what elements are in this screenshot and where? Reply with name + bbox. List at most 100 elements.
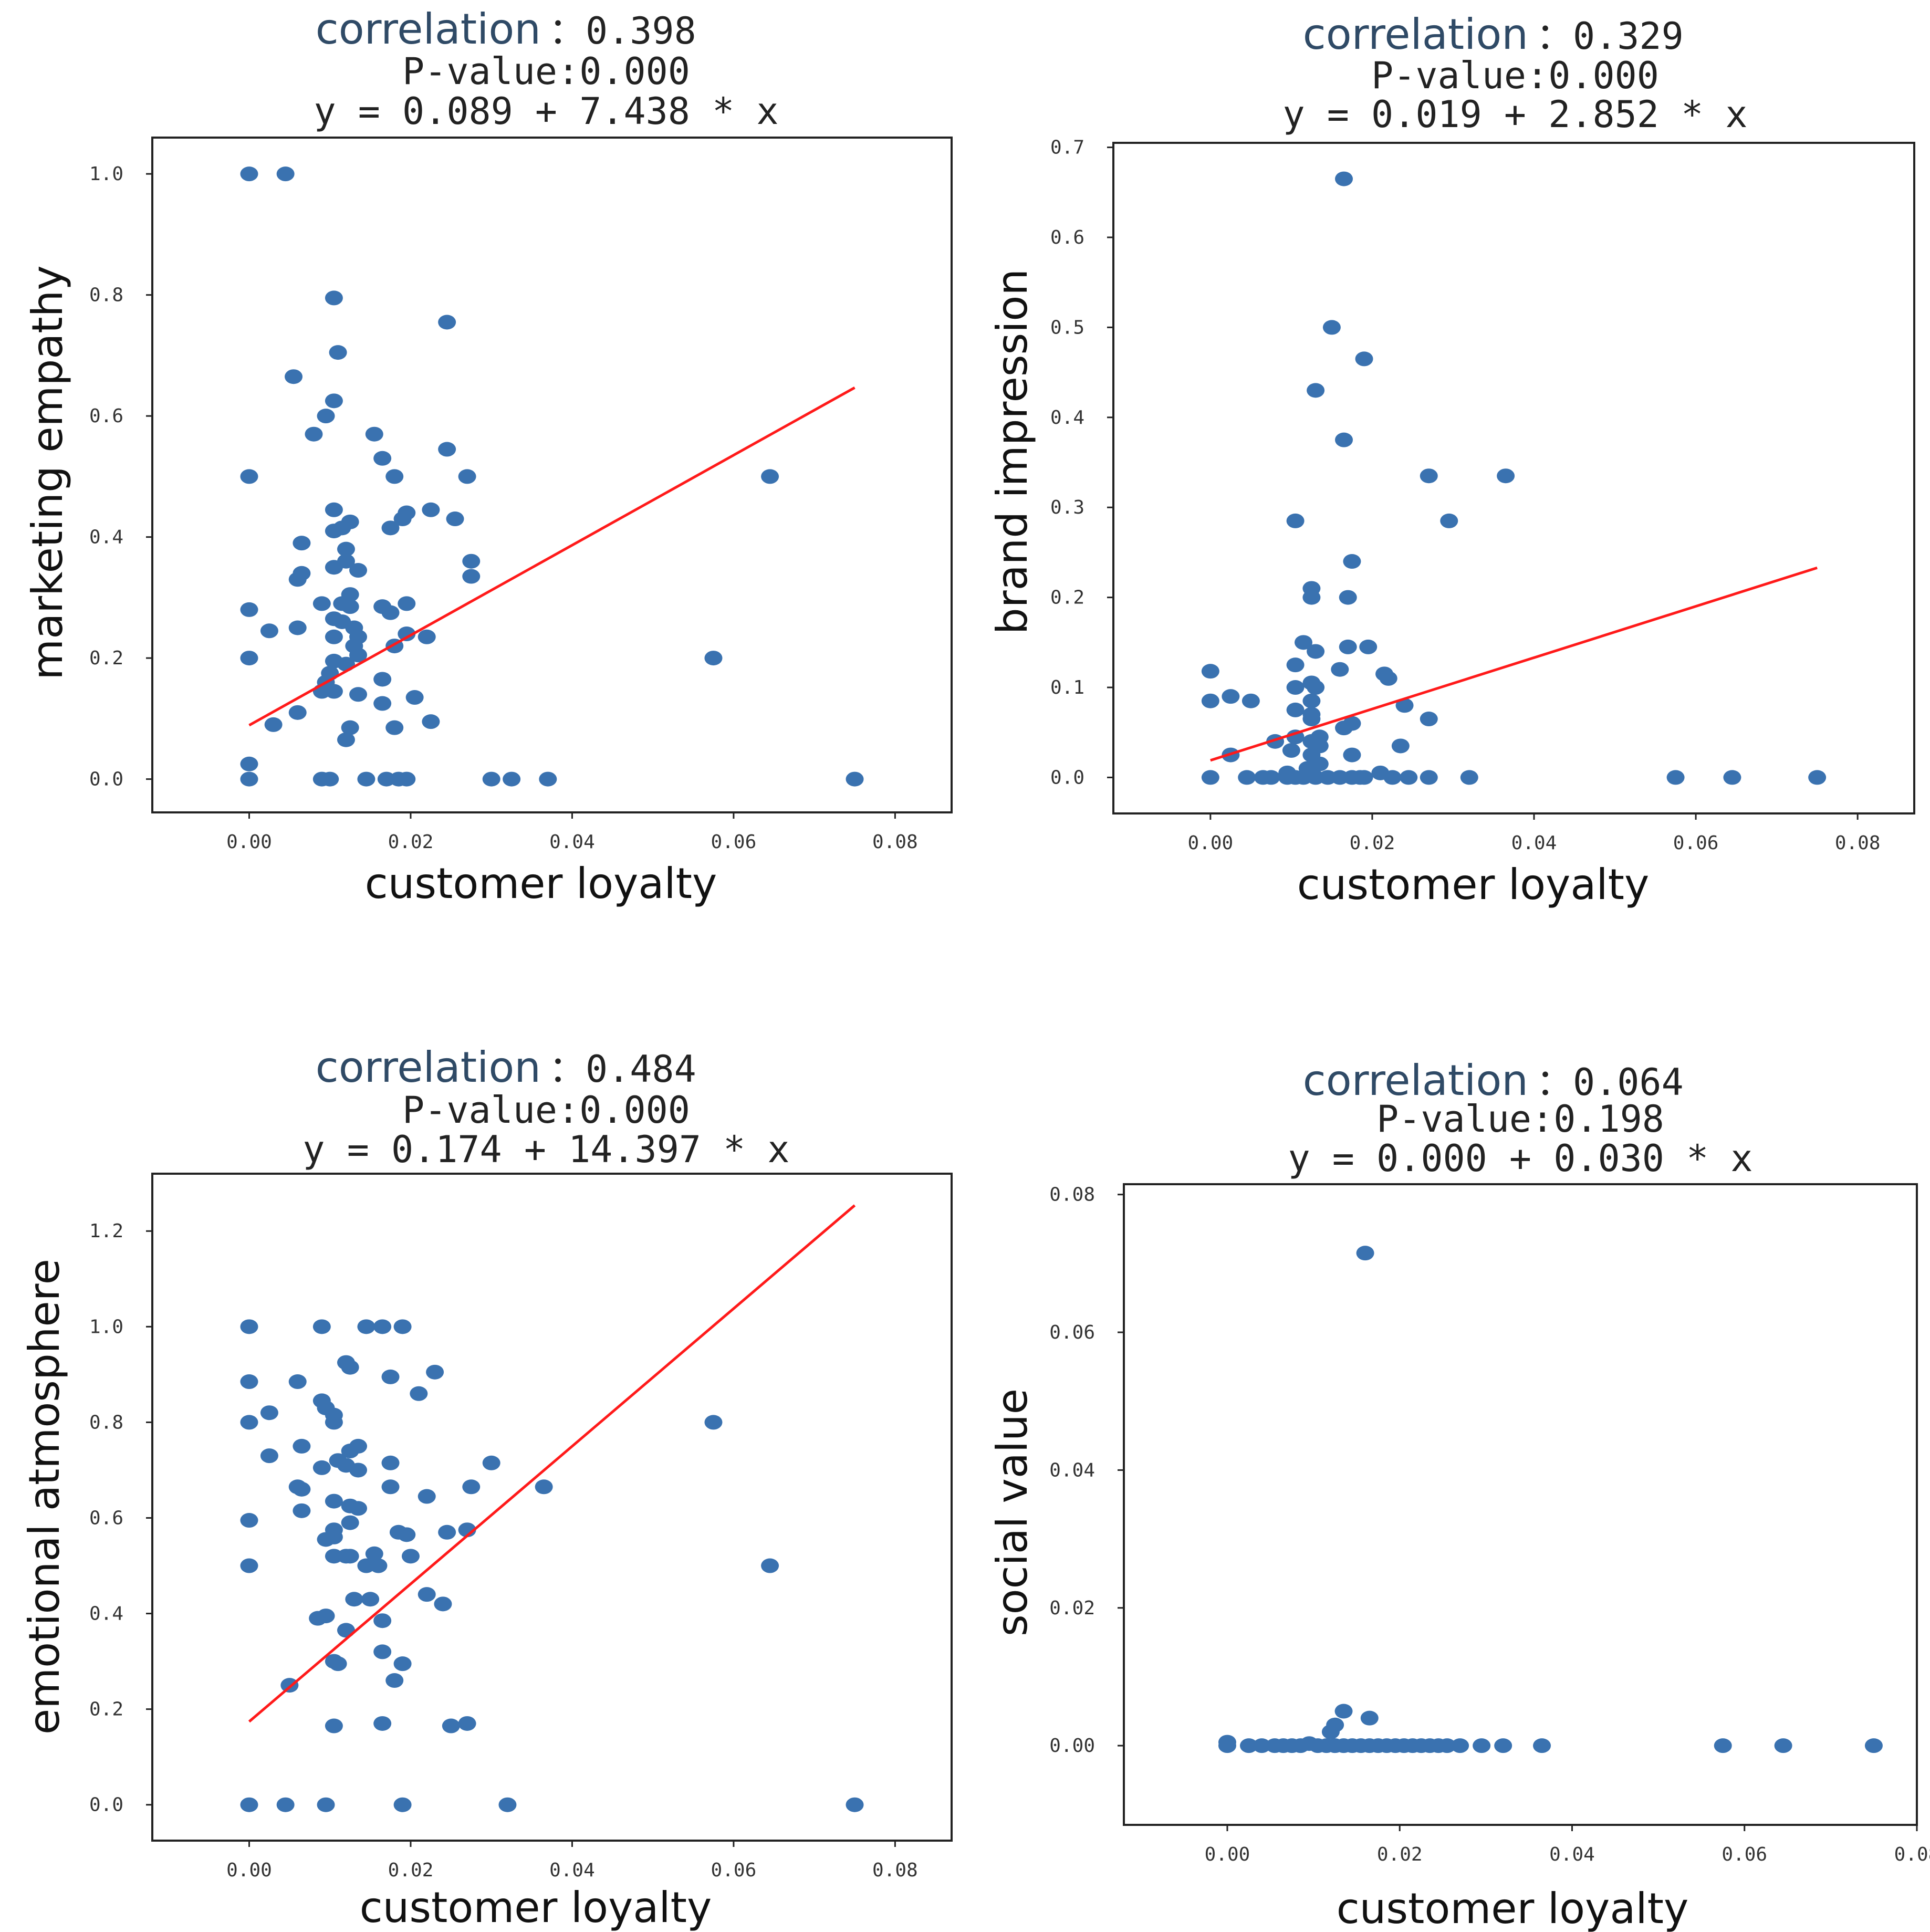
- data-point: [240, 1513, 258, 1528]
- data-point: [373, 1644, 392, 1659]
- data-point: [401, 1549, 420, 1564]
- data-point: [361, 1592, 380, 1607]
- data-point: [325, 1415, 343, 1430]
- data-point: [846, 1797, 864, 1812]
- data-point: [1451, 1738, 1469, 1753]
- plot-frame: [1123, 1183, 1918, 1826]
- data-point: [240, 771, 258, 787]
- title-pvalue: P-value:0.000: [402, 50, 690, 93]
- data-point: [1253, 1738, 1271, 1753]
- data-point: [1420, 468, 1438, 484]
- data-point: [458, 1716, 476, 1731]
- data-point: [381, 1455, 400, 1470]
- data-point: [349, 1501, 368, 1516]
- data-point: [293, 1481, 311, 1497]
- data-point: [704, 651, 723, 666]
- data-point: [280, 1678, 299, 1693]
- data-point: [276, 166, 295, 182]
- data-point: [539, 771, 557, 787]
- data-point: [312, 596, 331, 611]
- data-point: [240, 1415, 258, 1430]
- data-point: [1343, 554, 1361, 569]
- data-point: [1302, 590, 1321, 605]
- data-point: [325, 1718, 343, 1733]
- data-point: [337, 656, 355, 672]
- title-pvalue: P-value:0.000: [1371, 54, 1659, 97]
- data-point: [1335, 720, 1353, 736]
- data-point: [1808, 770, 1827, 785]
- x-tick-label: 0.04: [1549, 1844, 1595, 1865]
- regression-line: [248, 1204, 856, 1723]
- y-tick-label: 0.1: [1050, 677, 1084, 698]
- data-point: [1286, 680, 1305, 695]
- data-point: [1420, 770, 1438, 785]
- data-point: [369, 1558, 388, 1573]
- title-correlation-label: correlation: [316, 1043, 541, 1092]
- data-point: [498, 1797, 517, 1812]
- data-point: [535, 1479, 553, 1495]
- plot-frame: [151, 1173, 953, 1842]
- data-point: [398, 1527, 416, 1542]
- y-tick-label: 0.0: [89, 769, 123, 790]
- data-point: [1222, 689, 1240, 704]
- y-tick-label: 0.04: [1049, 1459, 1095, 1481]
- data-point: [1714, 1738, 1732, 1753]
- x-tick-label: 0.02: [388, 831, 434, 853]
- x-tick-label: 0.02: [1350, 832, 1395, 854]
- data-point: [312, 1319, 331, 1334]
- data-point: [1383, 770, 1402, 785]
- x-tick-label: 0.00: [226, 831, 272, 853]
- y-tick-label: 0.4: [89, 527, 123, 548]
- data-point: [373, 672, 392, 687]
- title-correlation-label: correlation: [1303, 10, 1528, 59]
- data-point: [1282, 743, 1300, 758]
- data-point: [240, 602, 258, 617]
- title-correlation-label: correlation: [1303, 1056, 1528, 1105]
- data-point: [1400, 770, 1418, 785]
- data-point: [349, 563, 368, 578]
- data-point: [312, 1460, 331, 1475]
- data-point: [240, 166, 258, 182]
- data-point: [426, 1364, 444, 1380]
- data-point: [1307, 383, 1325, 398]
- data-point: [385, 469, 404, 484]
- title-equation: y = 0.174 + 14.397 * x: [302, 1128, 789, 1171]
- data-point: [337, 732, 355, 747]
- title-pvalue: P-value:0.198: [1376, 1098, 1664, 1141]
- plot-frame: [151, 137, 953, 813]
- title-equation: y = 0.000 + 0.030 * x: [1288, 1137, 1752, 1180]
- data-point: [1355, 351, 1373, 367]
- y-tick-label: 0.3: [1050, 497, 1084, 518]
- data-point: [373, 1613, 392, 1628]
- x-tick-label: 0.08: [1835, 832, 1881, 854]
- data-point: [1335, 171, 1353, 186]
- x-tick-label: 0.08: [872, 831, 918, 853]
- y-tick-label: 0.0: [89, 1794, 123, 1816]
- y-tick-label: 0.2: [1050, 587, 1084, 609]
- panel-emotional-atmosphere: 0.00 0.02 0.04 0.06 0.08 0.0 0.2 0.4 0.6 0.8 1.0 1.…: [20, 1043, 953, 1932]
- data-point: [438, 315, 456, 330]
- data-point: [285, 369, 303, 384]
- data-point: [305, 426, 323, 442]
- data-point: [1438, 1738, 1456, 1753]
- data-point: [1391, 738, 1410, 754]
- x-tick-label: 0.00: [226, 1860, 272, 1881]
- data-point: [418, 629, 436, 644]
- data-point: [325, 502, 343, 517]
- data-point: [365, 1546, 383, 1561]
- data-point: [846, 771, 864, 787]
- data-point: [1360, 1710, 1379, 1726]
- data-point: [341, 1444, 359, 1459]
- data-point: [393, 1319, 412, 1334]
- data-point: [1201, 664, 1219, 679]
- data-point: [405, 690, 424, 705]
- data-point: [422, 714, 440, 729]
- data-point: [240, 1797, 258, 1812]
- data-point: [317, 1797, 335, 1812]
- title-equation: y = 0.019 + 2.852 * x: [1282, 93, 1747, 136]
- data-point: [341, 1360, 359, 1375]
- data-point: [1497, 468, 1515, 484]
- data-point: [1339, 639, 1357, 654]
- data-point: [381, 1479, 400, 1495]
